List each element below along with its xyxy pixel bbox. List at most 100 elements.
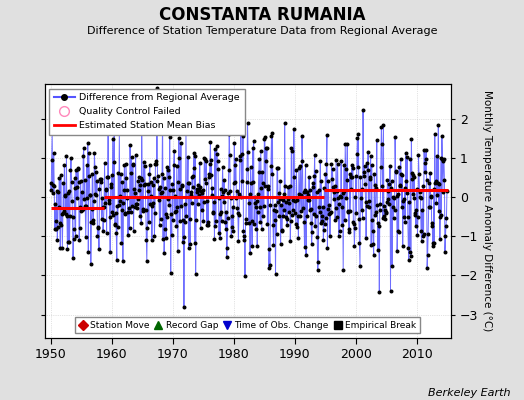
Point (201, 176, 210, 182)
Point (299, 205, 307, 211)
Point (265, 246, 274, 252)
Point (418, 232, 427, 239)
Point (141, 207, 150, 213)
Point (62, 153, 71, 159)
Point (312, 213, 320, 219)
Point (59, 210, 67, 216)
Text: CONSTANTA RUMANIA: CONSTANTA RUMANIA (159, 6, 365, 24)
Point (385, 201, 394, 208)
Point (88, 171, 96, 178)
Point (222, 226, 230, 232)
Point (62, 211, 70, 218)
Point (185, 215, 194, 222)
Point (232, 156, 240, 162)
Text: Difference of Station Temperature Data from Regional Average: Difference of Station Temperature Data f… (87, 26, 437, 36)
Point (152, 158, 160, 164)
Point (405, 256, 413, 263)
Point (155, 197, 163, 204)
Point (425, 204, 434, 210)
Point (132, 152, 140, 158)
Point (206, 160, 214, 167)
Point (182, 130, 190, 136)
Point (224, 167, 233, 173)
Point (266, 202, 275, 208)
Point (199, 218, 208, 224)
Point (159, 175, 168, 181)
Point (432, 200, 441, 206)
Point (331, 217, 339, 223)
Point (409, 172, 418, 178)
Point (251, 194, 259, 200)
Point (100, 217, 108, 224)
Point (47, 187, 56, 194)
Point (117, 240, 126, 246)
Point (189, 165, 198, 171)
Point (121, 210, 129, 216)
Point (206, 172, 215, 178)
Point (82, 234, 90, 240)
Point (347, 186, 355, 192)
Point (133, 204, 141, 211)
Point (175, 154, 183, 161)
Point (362, 235, 370, 241)
Point (389, 194, 397, 200)
Point (123, 195, 132, 202)
Point (343, 176, 351, 183)
Point (255, 156, 264, 162)
Point (342, 166, 350, 172)
Point (218, 192, 226, 199)
Point (315, 187, 323, 193)
Point (384, 188, 392, 194)
Point (146, 162, 154, 168)
Point (364, 167, 372, 174)
Point (212, 143, 221, 149)
Point (365, 203, 373, 210)
Point (417, 228, 425, 234)
Point (248, 242, 256, 249)
Point (274, 199, 282, 206)
Point (390, 207, 399, 213)
Point (203, 197, 212, 204)
Point (423, 264, 431, 271)
Point (268, 130, 277, 136)
Point (341, 217, 349, 224)
Point (255, 169, 263, 175)
Point (366, 174, 374, 180)
Point (215, 211, 224, 217)
Point (425, 180, 433, 186)
Point (266, 262, 274, 269)
Point (235, 191, 244, 197)
Point (200, 154, 209, 161)
Point (129, 228, 138, 234)
Point (296, 163, 304, 170)
Point (328, 161, 336, 168)
Point (206, 139, 215, 145)
Point (407, 136, 416, 142)
Point (51, 226, 60, 232)
Point (417, 238, 425, 244)
Point (304, 192, 312, 198)
Point (363, 202, 371, 209)
Point (194, 186, 203, 193)
Point (192, 188, 201, 195)
Point (183, 188, 191, 194)
Point (61, 192, 69, 199)
Point (233, 204, 242, 211)
Point (310, 211, 318, 217)
Point (223, 244, 232, 251)
Point (369, 241, 377, 248)
Point (181, 218, 190, 225)
Point (355, 240, 364, 246)
Point (145, 171, 154, 177)
Point (233, 188, 241, 194)
Point (116, 198, 124, 204)
Point (320, 184, 329, 191)
Point (421, 168, 429, 175)
Point (48, 157, 56, 164)
Point (75, 224, 84, 231)
Point (276, 196, 284, 202)
Point (427, 194, 435, 200)
Point (395, 228, 403, 235)
Point (419, 231, 428, 238)
Point (267, 133, 276, 140)
